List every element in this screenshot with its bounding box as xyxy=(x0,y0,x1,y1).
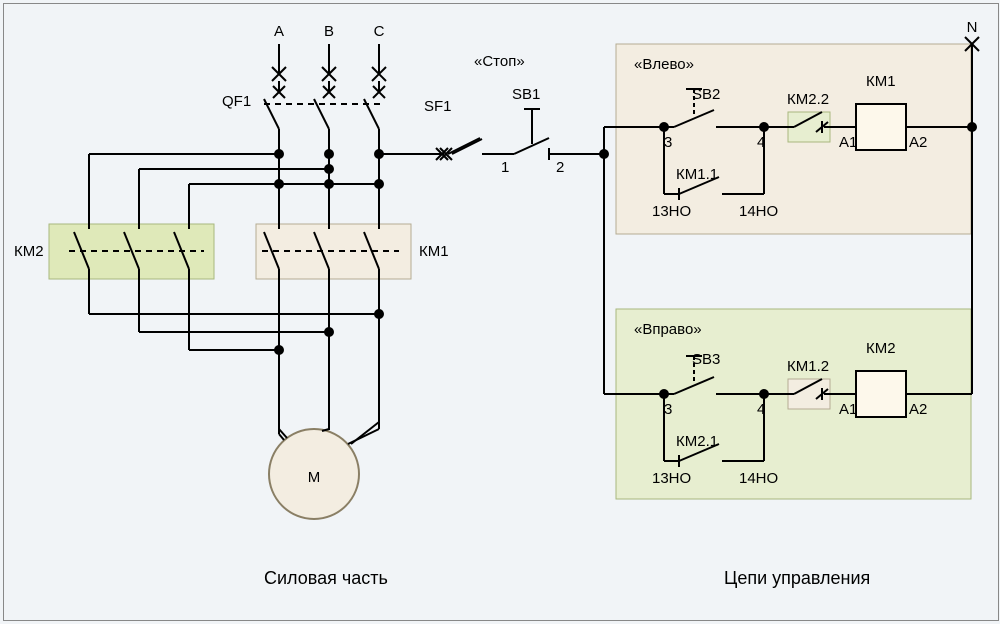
node2-label: 2 xyxy=(556,159,564,176)
sb3-label: SB3 xyxy=(692,351,720,368)
km11-label: КМ1.1 xyxy=(676,166,718,183)
km1-power-label: КМ1 xyxy=(419,243,449,260)
motor xyxy=(269,404,379,519)
neutral-label: N xyxy=(967,19,978,36)
km12-label: КМ1.2 xyxy=(787,358,829,375)
l-14ho: 14НО xyxy=(739,203,778,220)
r-13ho: 13НО xyxy=(652,470,691,487)
stop-label: «Стоп» xyxy=(474,53,525,70)
l-a2: A2 xyxy=(909,134,927,151)
km2-coil-label: КМ2 xyxy=(866,340,896,357)
r-n3: 3 xyxy=(664,401,672,418)
l-n4: 4 xyxy=(757,134,765,151)
qf1-breaker xyxy=(264,81,385,154)
control-title: Цепи управления xyxy=(724,568,870,588)
phase-a-label: A xyxy=(274,23,284,40)
l-n3: 3 xyxy=(664,134,672,151)
power-title: Силовая часть xyxy=(264,568,388,588)
node1-label: 1 xyxy=(501,159,509,176)
km21-label: КМ2.1 xyxy=(676,433,718,450)
sb1-stop xyxy=(504,109,604,160)
r-a2: A2 xyxy=(909,401,927,418)
km1-coil-label: КМ1 xyxy=(866,73,896,90)
motor-label: М xyxy=(308,469,321,486)
r-14ho: 14НО xyxy=(739,470,778,487)
l-a1: A1 xyxy=(839,134,857,151)
km2-crossover xyxy=(89,310,383,354)
r-n4: 4 xyxy=(757,401,765,418)
power-bus xyxy=(89,150,383,229)
km22-label: КМ2.2 xyxy=(787,91,829,108)
r-a1: A1 xyxy=(839,401,857,418)
right-title: «Вправо» xyxy=(634,321,702,338)
schematic-svg: A B C QF1 xyxy=(4,4,998,620)
l-13ho: 13НО xyxy=(652,203,691,220)
km2-power-label: КМ2 xyxy=(14,243,44,260)
phase-c-label: C xyxy=(374,23,385,40)
phase-b-label: B xyxy=(324,23,334,40)
diagram-frame: A B C QF1 xyxy=(3,3,999,621)
left-title: «Влево» xyxy=(634,56,694,73)
sf1-label: SF1 xyxy=(424,98,452,115)
qf1-label: QF1 xyxy=(222,93,251,110)
sb1-label: SB1 xyxy=(512,86,540,103)
phase-terminals xyxy=(272,44,386,81)
